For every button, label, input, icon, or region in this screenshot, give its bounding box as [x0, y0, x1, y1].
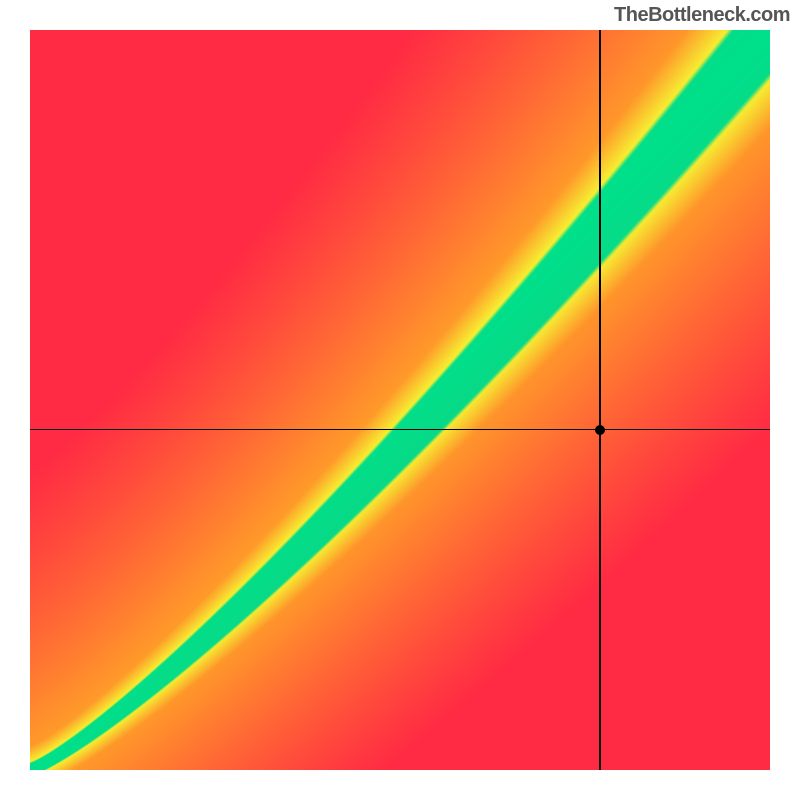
crosshair-marker-dot — [595, 425, 605, 435]
crosshair-vertical — [599, 30, 601, 770]
heatmap-canvas — [30, 30, 770, 770]
plot-area — [30, 30, 770, 770]
attribution-text: TheBottleneck.com — [614, 4, 790, 27]
crosshair-horizontal — [30, 429, 770, 431]
